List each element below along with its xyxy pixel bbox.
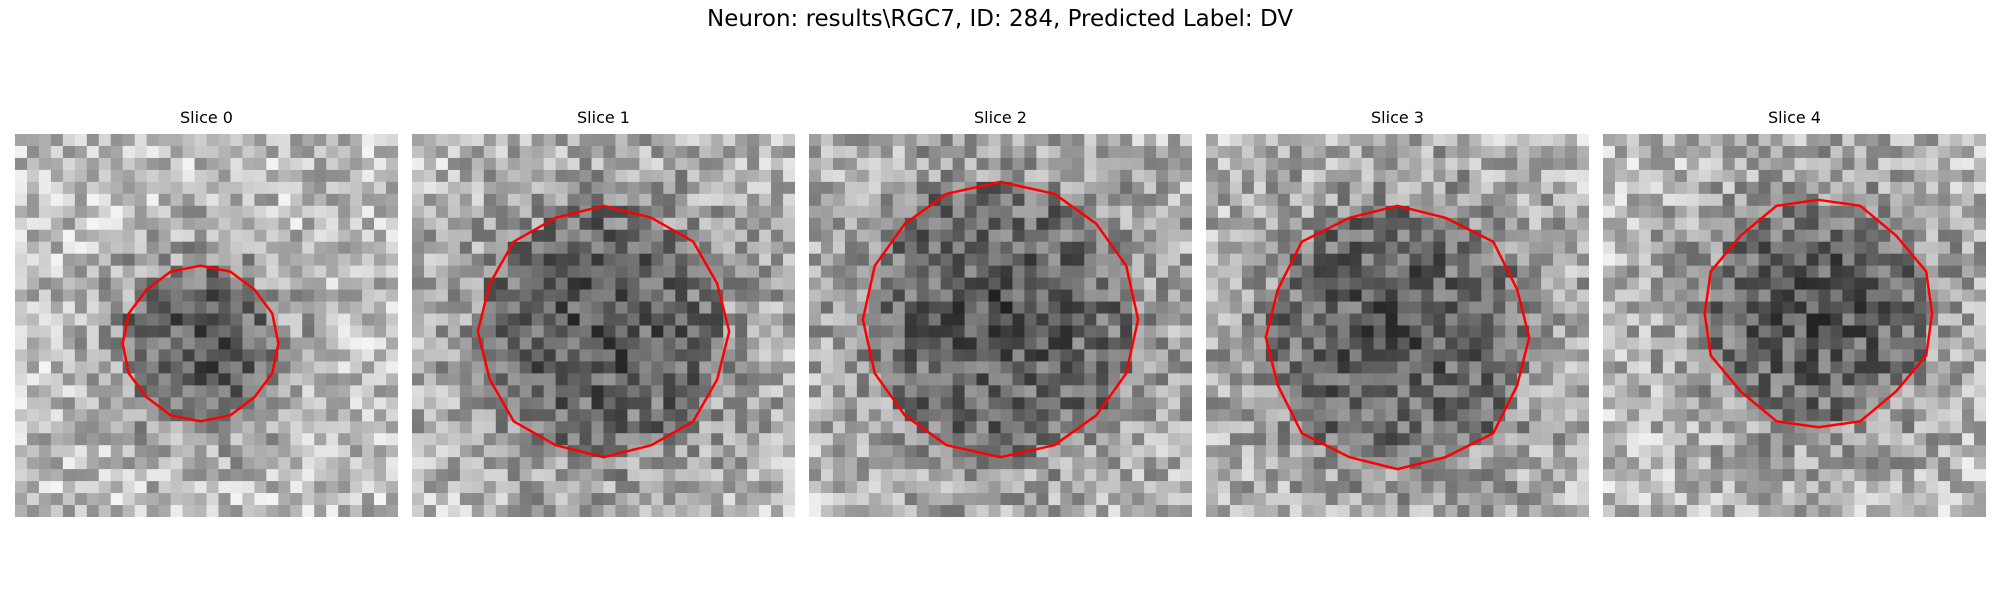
- slice-image: [15, 134, 398, 517]
- slice-title: Slice 3: [1206, 108, 1589, 127]
- slice-title: Slice 0: [15, 108, 398, 127]
- slice-image: [809, 134, 1192, 517]
- slice-title: Slice 2: [809, 108, 1192, 127]
- slice-title: Slice 1: [412, 108, 795, 127]
- figure-title: Neuron: results\RGC7, ID: 284, Predicted…: [0, 6, 2000, 32]
- slice-image: [1603, 134, 1986, 517]
- slice-image: [1206, 134, 1589, 517]
- slice-title: Slice 4: [1603, 108, 1986, 127]
- slice-image: [412, 134, 795, 517]
